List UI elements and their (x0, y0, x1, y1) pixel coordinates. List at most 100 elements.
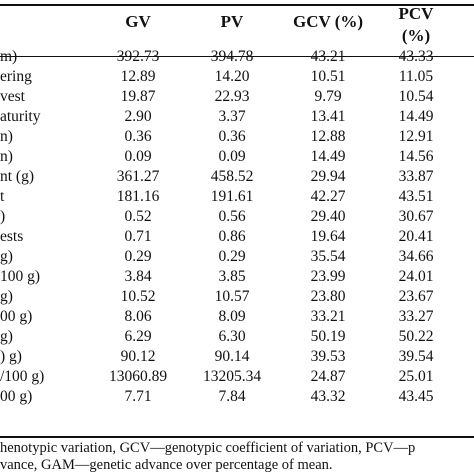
cell-gcv: 12.88 (310, 128, 346, 145)
row-label: n) (0, 148, 13, 165)
cell-gv: 361.27 (116, 168, 160, 185)
table-row: t 181.16 191.61 42.27 43.51 (0, 187, 474, 207)
cell-pcv: 10.54 (398, 88, 434, 105)
cell-pv: 13205.34 (202, 368, 262, 385)
cell-gcv: 39.53 (310, 348, 346, 365)
cell-gcv: 14.49 (310, 148, 346, 165)
table-row: nt (g) 361.27 458.52 29.94 33.87 (0, 167, 474, 187)
header-pcv-line1: PCV (398, 4, 434, 23)
cell-gcv: 13.41 (310, 108, 346, 125)
cell-gv: 0.71 (124, 228, 152, 245)
cell-gcv: 43.32 (310, 388, 346, 405)
cell-pcv: 34.66 (398, 248, 434, 265)
table-header-rule (0, 56, 474, 57)
table-row: n) 0.36 0.36 12.88 12.91 (0, 127, 474, 147)
table-footnote: henotypic variation, GCV—genotypic coeff… (0, 440, 415, 474)
cell-gcv: 9.79 (314, 88, 342, 105)
table-row: /100 g) 13060.89 13205.34 24.87 25.01 (0, 367, 474, 387)
table-row: m) 392.73 394.78 43.21 43.33 (0, 47, 474, 67)
cell-pv: 6.30 (218, 328, 246, 345)
table-row: ) g) 90.12 90.14 39.53 39.54 (0, 347, 474, 367)
table-row: ) 0.52 0.56 29.40 30.67 (0, 207, 474, 227)
row-label: aturity (0, 108, 41, 125)
cell-gv: 13060.89 (108, 368, 168, 385)
cell-pv: 0.09 (218, 148, 246, 165)
cell-pcv: 24.01 (398, 268, 434, 285)
cell-gv: 10.52 (120, 288, 156, 305)
cell-gcv: 29.94 (310, 168, 346, 185)
cell-pv: 0.56 (218, 208, 246, 225)
cell-gv: 19.87 (120, 88, 156, 105)
row-label: 00 g) (0, 308, 33, 325)
row-label: 100 g) (0, 268, 41, 285)
row-label: t (0, 188, 5, 205)
table-row: n) 0.09 0.09 14.49 14.56 (0, 147, 474, 167)
table-bottom-rule (0, 436, 474, 438)
header-gcv: GCV (%) (292, 12, 364, 31)
cell-pcv: 25.01 (398, 368, 434, 385)
row-label: ) (0, 208, 6, 225)
cell-pcv: 14.49 (398, 108, 434, 125)
cell-pcv: 30.67 (398, 208, 434, 225)
cell-gv: 12.89 (120, 68, 156, 85)
cell-pcv: 43.51 (398, 188, 434, 205)
table-row: g) 0.29 0.29 35.54 34.66 (0, 247, 474, 267)
cell-pcv: 14.56 (398, 148, 434, 165)
cell-gv: 181.16 (116, 188, 160, 205)
table-row: 100 g) 3.84 3.85 23.99 24.01 (0, 267, 474, 287)
cell-gv: 0.29 (124, 248, 152, 265)
cell-pcv: 43.33 (398, 48, 434, 65)
table-row: ering 12.89 14.20 10.51 11.05 (0, 67, 474, 87)
cell-pv: 458.52 (210, 168, 254, 185)
cell-gcv: 50.19 (310, 328, 346, 345)
cell-gv: 8.06 (124, 308, 152, 325)
cell-pcv: 33.87 (398, 168, 434, 185)
cell-gv: 0.36 (124, 128, 152, 145)
cell-pv: 0.86 (218, 228, 246, 245)
row-label: ) g) (0, 348, 22, 365)
table-row: vest 19.87 22.93 9.79 10.54 (0, 87, 474, 107)
table-row: 00 g) 7.71 7.84 43.32 43.45 (0, 387, 474, 407)
cell-gcv: 23.80 (310, 288, 346, 305)
table-row: 00 g) 8.06 8.09 33.21 33.27 (0, 307, 474, 327)
row-label: ests (0, 228, 24, 245)
cell-pcv: 39.54 (398, 348, 434, 365)
cell-pv: 0.29 (218, 248, 246, 265)
cell-pv: 90.14 (214, 348, 250, 365)
cell-gcv: 24.87 (310, 368, 346, 385)
data-table-body: m) 392.73 394.78 43.21 43.33 ering 12.89 14.20 1… (0, 47, 474, 407)
cell-gcv: 19.64 (310, 228, 346, 245)
cell-gv: 3.84 (124, 268, 152, 285)
cell-gcv: 33.21 (310, 308, 346, 325)
cell-gcv: 35.54 (310, 248, 346, 265)
cell-pv: 10.57 (214, 288, 250, 305)
cell-pcv: 43.45 (398, 388, 434, 405)
cell-pv: 394.78 (210, 48, 254, 65)
cell-pcv: 11.05 (398, 68, 434, 85)
header-gv: GV (125, 12, 151, 31)
cell-pv: 7.84 (218, 388, 246, 405)
row-label: m) (0, 48, 18, 65)
cell-pv: 14.20 (214, 68, 250, 85)
row-label: g) (0, 248, 13, 265)
header-pcv-line2: (%) (401, 26, 431, 45)
row-label: g) (0, 288, 13, 305)
cell-gv: 392.73 (116, 48, 160, 65)
table-row: g) 6.29 6.30 50.19 50.22 (0, 327, 474, 347)
cell-pcv: 23.67 (398, 288, 434, 305)
cell-gv: 0.09 (124, 148, 152, 165)
cell-gcv: 42.27 (310, 188, 346, 205)
cell-pv: 3.37 (218, 108, 246, 125)
cell-gcv: 29.40 (310, 208, 346, 225)
row-label: g) (0, 328, 13, 345)
cell-gv: 0.52 (124, 208, 152, 225)
cell-gcv: 23.99 (310, 268, 346, 285)
table-top-rule (0, 4, 474, 6)
cell-pv: 0.36 (218, 128, 246, 145)
cell-gv: 2.90 (124, 108, 152, 125)
cell-gv: 90.12 (120, 348, 156, 365)
row-label: /100 g) (0, 368, 45, 385)
header-pv: PV (220, 12, 244, 31)
cell-pcv: 12.91 (398, 128, 434, 145)
footnote-line-2: vance, GAM—genetic advance over percenta… (0, 457, 333, 473)
